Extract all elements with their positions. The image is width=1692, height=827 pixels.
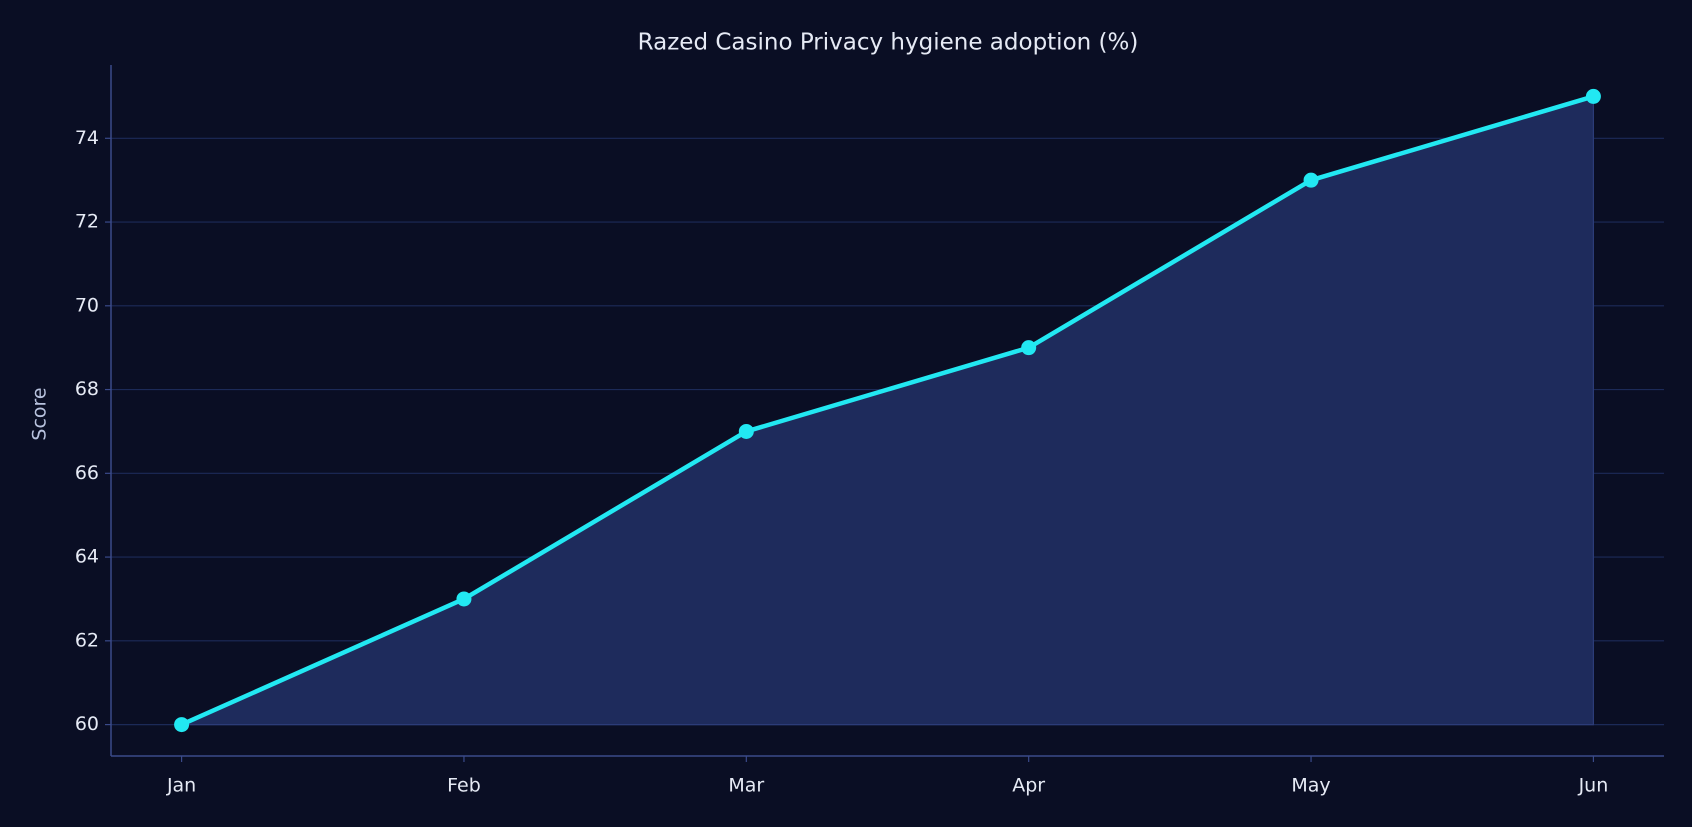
y-tick-label: 60 [75, 713, 99, 735]
y-axis-label: Score [29, 387, 51, 440]
x-tick-label: Jun [1578, 775, 1609, 797]
marker [1021, 340, 1037, 356]
chart-title: Razed Casino Privacy hygiene adoption (%… [638, 30, 1139, 56]
x-tick-label: Feb [447, 775, 481, 797]
marker [1585, 88, 1601, 104]
y-tick-label: 70 [75, 294, 99, 316]
x-tick-label: Apr [1012, 775, 1045, 797]
y-tick-label: 72 [75, 211, 99, 233]
marker [174, 717, 190, 733]
y-tick-label: 74 [75, 127, 99, 149]
x-tick-label: Mar [728, 775, 764, 797]
y-tick-label: 66 [75, 462, 99, 484]
marker [738, 423, 754, 439]
x-tick-label: May [1291, 775, 1330, 797]
line [180, 94, 1595, 727]
x-tick-label: Jan [166, 775, 196, 797]
marker [1303, 172, 1319, 188]
marker [456, 591, 472, 607]
y-tick-label: 68 [75, 378, 99, 400]
y-tick-label: 62 [75, 629, 99, 651]
y-tick-label: 64 [75, 546, 99, 568]
